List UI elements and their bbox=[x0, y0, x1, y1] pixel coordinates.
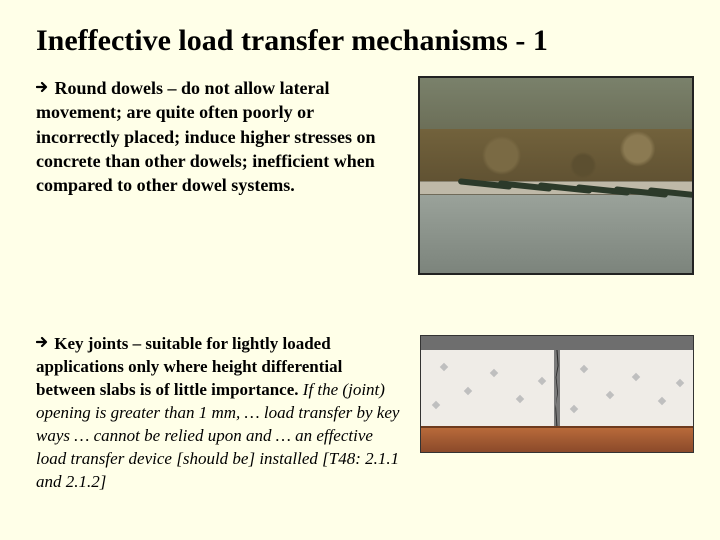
row-1: Round dowels – do not allow lateral move… bbox=[36, 76, 694, 275]
bullet-2-lead: Key joints bbox=[54, 334, 128, 353]
page-title: Ineffective load transfer mechanisms - 1 bbox=[36, 24, 694, 58]
slide: Ineffective load transfer mechanisms - 1… bbox=[0, 0, 720, 540]
bullet-1-lead: Round dowels bbox=[55, 78, 164, 98]
image-1-holder bbox=[418, 76, 694, 275]
bullet-1: Round dowels – do not allow lateral move… bbox=[36, 76, 400, 197]
row-2: Key joints – suitable for lightly loaded… bbox=[36, 333, 694, 494]
image-2-holder bbox=[420, 333, 694, 453]
key-joint-diagram bbox=[420, 335, 694, 453]
arrow-icon bbox=[36, 76, 50, 100]
dowels-photo bbox=[418, 76, 694, 275]
bullet-2: Key joints – suitable for lightly loaded… bbox=[36, 333, 402, 494]
arrow-icon bbox=[36, 333, 50, 356]
